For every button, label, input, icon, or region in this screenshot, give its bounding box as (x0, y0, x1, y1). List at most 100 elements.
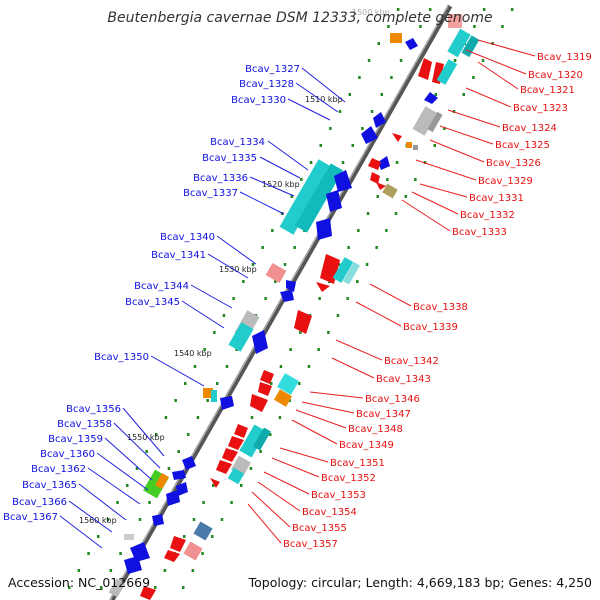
gene-label[interactable]: Bcav_1353 (311, 490, 366, 501)
gene-feature[interactable] (461, 35, 480, 58)
gene-feature-forward[interactable] (316, 218, 332, 240)
gene-feature-forward[interactable] (172, 470, 186, 480)
gene-feature-reverse[interactable] (250, 394, 268, 412)
gene-feature[interactable] (412, 106, 438, 136)
gene-label[interactable]: Bcav_1329 (478, 176, 533, 187)
gene-feature[interactable] (279, 159, 333, 235)
left-gene-labels[interactable]: Bcav_1327 Bcav_1328 Bcav_1330 Bcav_1334 … (3, 64, 300, 523)
gene-feature-forward[interactable] (405, 38, 418, 50)
gene-feature-reverse[interactable] (210, 478, 220, 488)
gene-feature-reverse[interactable] (222, 448, 238, 462)
gene-feature-forward[interactable] (326, 190, 342, 212)
right-gene-labels[interactable]: Bcav_1319 Bcav_1320 Bcav_1321 Bcav_1323 … (283, 52, 592, 550)
gene-feature[interactable] (448, 14, 462, 28)
gene-label[interactable]: Bcav_1328 (239, 79, 294, 90)
gene-label[interactable]: Bcav_1341 (151, 250, 206, 261)
gene-feature[interactable] (413, 145, 418, 150)
gene-label[interactable]: Bcav_1321 (520, 85, 575, 96)
gene-feature[interactable] (227, 467, 245, 485)
gene-label[interactable]: Bcav_1347 (356, 409, 411, 420)
gene-feature-forward[interactable] (280, 290, 294, 302)
gene-feature-forward[interactable] (252, 330, 268, 354)
gene-feature[interactable] (273, 389, 293, 407)
gene-feature[interactable] (203, 388, 213, 398)
gene-label[interactable]: Bcav_1362 (31, 464, 86, 475)
gene-feature-reverse[interactable] (418, 58, 432, 80)
gene-feature[interactable] (342, 261, 360, 285)
gene-label[interactable]: Bcav_1334 (210, 137, 265, 148)
gene-feature-reverse[interactable] (164, 550, 180, 562)
gene-label[interactable]: Bcav_1330 (231, 95, 286, 106)
gene-feature-forward[interactable] (220, 396, 234, 410)
gene-feature[interactable] (239, 424, 267, 458)
gene-feature-reverse[interactable] (260, 370, 274, 384)
gene-feature-reverse[interactable] (370, 172, 380, 184)
gene-feature-reverse[interactable] (294, 310, 312, 334)
gene-feature-forward[interactable] (166, 490, 180, 506)
gene-label[interactable]: Bcav_1339 (403, 322, 458, 333)
gene-label[interactable]: Bcav_1357 (283, 539, 338, 550)
gene-label[interactable]: Bcav_1354 (302, 507, 357, 518)
gene-feature-reverse[interactable] (392, 133, 402, 142)
gene-feature[interactable] (228, 322, 254, 352)
gene-feature[interactable] (193, 521, 213, 541)
gene-feature-forward[interactable] (176, 482, 188, 496)
gene-label[interactable]: Bcav_1342 (384, 356, 439, 367)
gene-features[interactable] (108, 14, 480, 600)
gene-feature-forward[interactable] (424, 92, 438, 104)
gene-feature[interactable] (332, 257, 354, 283)
gene-label[interactable]: Bcav_1333 (452, 227, 507, 238)
gene-feature-reverse[interactable] (316, 282, 330, 292)
gene-label[interactable]: Bcav_1360 (40, 449, 95, 460)
gene-label[interactable]: Bcav_1350 (94, 352, 149, 363)
gene-label[interactable]: Bcav_1356 (66, 404, 121, 415)
gene-feature-forward[interactable] (378, 156, 390, 170)
gene-label[interactable]: Bcav_1351 (330, 458, 385, 469)
gene-feature-reverse[interactable] (228, 436, 244, 450)
gene-label[interactable]: Bcav_1336 (193, 173, 248, 184)
gene-feature[interactable] (436, 59, 458, 85)
gene-feature[interactable] (382, 183, 398, 199)
gene-feature-reverse[interactable] (376, 182, 386, 190)
gene-label[interactable]: Bcav_1323 (513, 103, 568, 114)
gene-feature[interactable] (211, 390, 217, 402)
gene-feature[interactable] (253, 427, 271, 451)
gene-feature-forward[interactable] (373, 112, 386, 128)
gene-feature[interactable] (108, 578, 126, 598)
gene-label[interactable]: Bcav_1348 (348, 424, 403, 435)
gene-feature-reverse[interactable] (216, 460, 232, 474)
gene-feature-forward[interactable] (361, 126, 378, 144)
gene-label[interactable]: Bcav_1366 (12, 497, 67, 508)
gene-label[interactable]: Bcav_1358 (57, 419, 112, 430)
gene-label[interactable]: Bcav_1327 (245, 64, 300, 75)
gene-label[interactable]: Bcav_1319 (537, 52, 592, 63)
gene-feature-reverse[interactable] (234, 424, 248, 438)
gene-feature-reverse[interactable] (170, 536, 186, 552)
gene-label[interactable]: Bcav_1345 (125, 297, 180, 308)
gene-label[interactable]: Bcav_1346 (365, 394, 420, 405)
gene-feature-forward[interactable] (334, 170, 352, 192)
gene-label[interactable]: Bcav_1331 (469, 193, 524, 204)
gene-label[interactable]: Bcav_1367 (3, 512, 58, 523)
gene-label[interactable]: Bcav_1338 (413, 302, 468, 313)
gene-label[interactable]: Bcav_1344 (134, 281, 189, 292)
gene-feature[interactable] (406, 142, 412, 148)
gene-feature-forward[interactable] (124, 556, 142, 574)
gene-feature[interactable] (265, 262, 287, 284)
gene-label[interactable]: Bcav_1325 (495, 140, 550, 151)
gene-label[interactable]: Bcav_1332 (460, 210, 515, 221)
gene-label[interactable]: Bcav_1335 (202, 153, 257, 164)
gene-feature-forward[interactable] (286, 280, 296, 292)
gene-label[interactable]: Bcav_1343 (376, 374, 431, 385)
gene-feature-reverse[interactable] (368, 158, 381, 170)
gene-feature-forward[interactable] (182, 456, 196, 470)
gene-feature[interactable] (390, 33, 402, 43)
gene-feature-reverse[interactable] (258, 382, 272, 396)
gene-feature[interactable] (124, 534, 134, 540)
gene-feature-reverse[interactable] (140, 586, 156, 600)
gene-label[interactable]: Bcav_1324 (502, 123, 557, 134)
gene-label[interactable]: Bcav_1359 (48, 434, 103, 445)
gene-feature[interactable] (294, 163, 344, 233)
gene-label[interactable]: Bcav_1320 (528, 70, 583, 81)
